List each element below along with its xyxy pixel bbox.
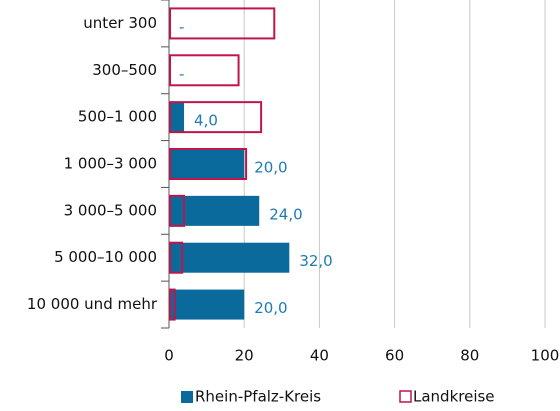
bar — [169, 195, 260, 226]
bar — [169, 289, 245, 320]
x-tick-label: 80 — [460, 347, 479, 365]
legend-swatch — [181, 391, 193, 403]
value-label: 32,0 — [299, 252, 332, 270]
value-label: - — [179, 18, 184, 36]
value-label: 20,0 — [254, 159, 287, 177]
y-tick-label: 1 000–3 000 — [64, 155, 157, 173]
legend-label: Rhein-Pfalz-Kreis — [195, 388, 321, 406]
bar-outline — [169, 7, 276, 40]
bar-outline — [169, 148, 248, 180]
y-tick-label: 10 000 und mehr — [27, 295, 158, 313]
bar-outline — [169, 101, 263, 134]
x-tick-label: 20 — [235, 347, 254, 365]
value-label: 24,0 — [269, 205, 302, 223]
legend-swatch — [399, 390, 412, 403]
legend-label: Landkreise — [413, 388, 495, 406]
bar — [169, 242, 290, 273]
y-tick-label: 3 000–5 000 — [64, 201, 157, 219]
value-label: - — [179, 65, 184, 83]
value-label: 4,0 — [194, 112, 218, 130]
bar-outline — [169, 54, 240, 87]
y-tick-label: 5 000–10 000 — [54, 248, 157, 266]
bar-outline — [169, 194, 186, 227]
x-tick-label: 40 — [310, 347, 329, 365]
x-tick-label: 100 — [531, 347, 560, 365]
y-tick-label: unter 300 — [83, 14, 157, 32]
bar-outline — [169, 241, 184, 274]
y-tick-label: 500–1 000 — [78, 108, 157, 126]
y-tick-label: 300–500 — [92, 61, 157, 79]
bar — [169, 102, 185, 133]
bar-outline — [169, 288, 176, 321]
value-label: 20,0 — [254, 299, 287, 317]
x-tick-label: 60 — [385, 347, 404, 365]
x-tick-label: 0 — [164, 347, 174, 365]
bar — [169, 149, 245, 179]
